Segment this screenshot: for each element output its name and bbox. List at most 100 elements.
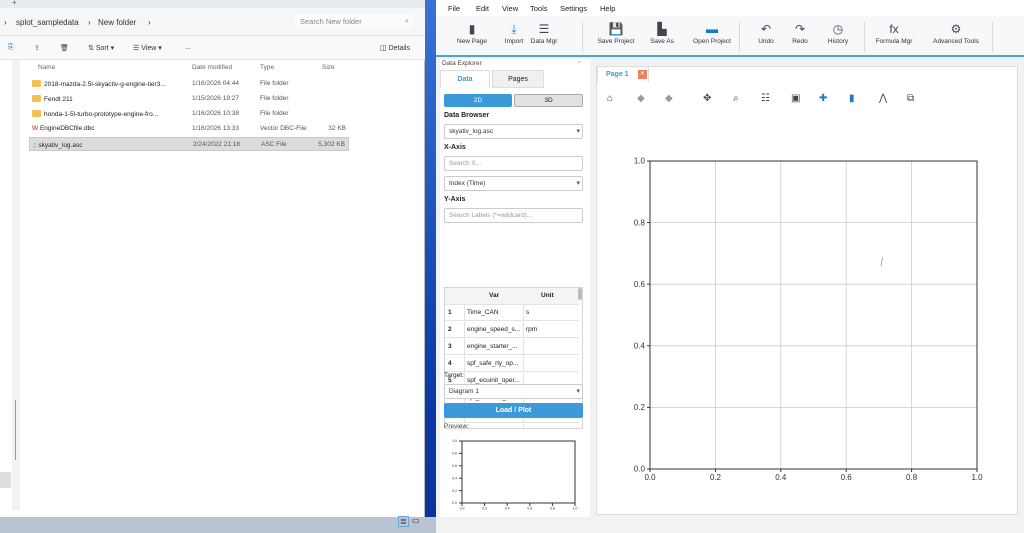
menu-edit[interactable]: Edit [476, 4, 489, 13]
folder-open-icon: ▬ [706, 22, 718, 36]
plot-frame [649, 160, 978, 470]
target-select[interactable]: Diagram 1 [444, 384, 583, 399]
main-plot[interactable]: 0.0 0.2 0.4 0.6 0.8 1.0 0.0 0.2 0.4 0.6 0.8 1.0 [627, 147, 997, 487]
breadcrumb-new-folder[interactable]: New folder [98, 18, 137, 27]
zoom-icon[interactable]: ⌕ [733, 93, 739, 104]
sort-button[interactable]: ⇅ Sort ▾ [88, 45, 115, 52]
scrollbar[interactable] [578, 288, 582, 300]
x-axis-select[interactable]: Index (Time) [444, 176, 583, 191]
y-search-input[interactable]: Search Labels (*=wildcard)... [444, 208, 583, 223]
toolbar-label: New Page [457, 38, 487, 45]
page-tab-label: Page 1 [606, 71, 629, 78]
export-icon[interactable]: ⧉ [907, 93, 915, 104]
table-row[interactable]: 4 spf_safe_rly_op... [445, 356, 579, 372]
crosshair-icon[interactable]: ✚ [819, 93, 828, 104]
data-browser-select[interactable]: skyativ_log.asc [444, 124, 583, 139]
save-icon[interactable]: ▣ [791, 93, 801, 104]
line-chart-icon[interactable]: ⋀ [879, 93, 888, 104]
x-tick-label: 0.0 [644, 473, 656, 482]
column-header-name[interactable]: Name [38, 64, 56, 71]
table-row[interactable]: 1 Time_CAN s [445, 305, 579, 321]
redo-button[interactable]: ↷ Redo [792, 20, 808, 45]
folder-icon [32, 80, 41, 87]
configure-icon[interactable]: ☷ [761, 93, 770, 104]
menu-tools[interactable]: Tools [530, 4, 548, 13]
pan-icon[interactable]: ✥ [703, 93, 712, 104]
file-name-text: skyativ_log.asc [38, 142, 83, 149]
table-row[interactable]: 8spf_stater_over... [445, 424, 579, 428]
advanced-tools-button[interactable]: ⚙ Advanced Tools [933, 20, 979, 45]
details-button[interactable]: ◫ Details [380, 45, 410, 52]
import-button[interactable]: ⤓ Import [505, 20, 523, 45]
new-tab-button[interactable]: + [0, 0, 425, 8]
menu-settings[interactable]: Settings [560, 4, 588, 13]
data-mgr-button[interactable]: ☰ Data Mgr [531, 20, 558, 45]
undock-icon[interactable]: ▫ [578, 59, 581, 66]
x-tick-label: 0.4 [505, 507, 510, 511]
table-row[interactable]: 2 engine_speed_s... rpm [445, 322, 579, 338]
y-tick-label: 0.8 [634, 218, 646, 227]
x-tick-label: 0.4 [775, 473, 787, 482]
tab-page-1[interactable]: Page 1 ✕ [597, 66, 649, 82]
home-icon[interactable]: ⌂ [607, 93, 614, 104]
plot-toolbar: ⌂ ◆ ◆ ✥ ⌕ ☷ ▣ ✚ ▮ ⋀ ⧉ [605, 93, 935, 107]
search-input[interactable]: Search New folder ⌕ [294, 14, 414, 29]
column-header-var[interactable]: Var [489, 292, 500, 299]
column-header-size[interactable]: Size [322, 64, 335, 71]
row-number: 2 [448, 326, 452, 333]
file-row[interactable]: 2018-mazda-2.5l-skyactiv-g-engine-tier3.… [29, 77, 349, 91]
file-type: File folder [260, 80, 289, 87]
menu-bar: File Edit View Tools Settings Help [436, 0, 1024, 16]
navigation-pane[interactable] [12, 60, 20, 510]
chevron-right-icon: › [88, 18, 91, 27]
back-icon[interactable]: ◆ [637, 93, 645, 104]
column-header-type[interactable]: Type [260, 64, 275, 71]
forward-icon[interactable]: ◆ [665, 93, 673, 104]
history-button[interactable]: ◷ History [828, 20, 848, 45]
share-icon[interactable]: ⇪ [34, 45, 40, 52]
open-project-button[interactable]: ▬ Open Project [693, 20, 731, 45]
file-name: 2018-mazda-2.5l-skyactiv-g-engine-tier3.… [32, 80, 166, 88]
undo-button[interactable]: ↶ Undo [758, 20, 774, 45]
column-header-date[interactable]: Date modified [192, 64, 233, 71]
menu-help[interactable]: Help [600, 4, 616, 13]
target-label: Target: [444, 372, 464, 379]
file-name: honda-1-5l-turbo-prototype-engine-fro... [32, 110, 158, 118]
table-row[interactable]: 3 engine_starter_... [445, 339, 579, 355]
tab-pages[interactable]: Pages [492, 70, 544, 88]
details-view-icon[interactable]: ≣ [398, 516, 409, 527]
file-date: 1/16/2026 13:33 [192, 125, 239, 132]
column-header-unit[interactable]: Unit [541, 292, 554, 299]
file-date: 1/15/2026 19:27 [192, 95, 239, 102]
more-button[interactable]: ... [185, 44, 191, 51]
formula-mgr-button[interactable]: fx Formula Mgr [876, 20, 913, 45]
nav-pane-item[interactable] [0, 472, 11, 488]
breadcrumb-splot-sampledata[interactable]: splot_sampledata [16, 18, 79, 27]
save-as-button[interactable]: ▙ Save As [650, 20, 674, 45]
file-type: ASC File [261, 141, 287, 148]
delete-icon[interactable]: 🗑 [60, 45, 69, 52]
file-row[interactable]: honda-1-5l-turbo-prototype-engine-fro...… [29, 107, 349, 121]
tiles-view-icon[interactable]: ▭ [412, 516, 420, 525]
tab-data[interactable]: Data [440, 70, 490, 88]
table-header: Var Unit [445, 288, 579, 305]
close-icon[interactable]: ✕ [638, 70, 647, 79]
ai-icon[interactable]: ⎘ [8, 44, 14, 51]
var-unit: s [526, 309, 530, 316]
bar-chart-icon[interactable]: ▮ [849, 93, 855, 104]
file-row[interactable]: Fendt 211 1/15/2026 19:27 File folder [29, 92, 349, 106]
file-row[interactable]: ▯ skyativ_log.asc 2/24/2022 21:18 ASC File… [29, 137, 349, 151]
file-row[interactable]: W EngineDBCfile.dbc 1/16/2026 13:33 Vector… [29, 122, 349, 136]
view-button[interactable]: ☰ View ▾ [133, 45, 162, 52]
scrollbar[interactable] [15, 400, 16, 460]
menu-view[interactable]: View [502, 4, 519, 13]
load-plot-button[interactable]: Load / Plot [444, 403, 583, 418]
menu-file[interactable]: File [448, 4, 461, 13]
x-search-input[interactable]: Search X... [444, 156, 583, 171]
mode-2d-button[interactable]: 2D [444, 94, 512, 107]
y-tick-label: 1.0 [634, 157, 646, 166]
save-project-button[interactable]: 💾 Save Project [598, 20, 635, 45]
mode-3d-button[interactable]: 3D [514, 94, 583, 107]
new-page-button[interactable]: ▮ New Page [457, 20, 487, 45]
divider [864, 22, 865, 52]
